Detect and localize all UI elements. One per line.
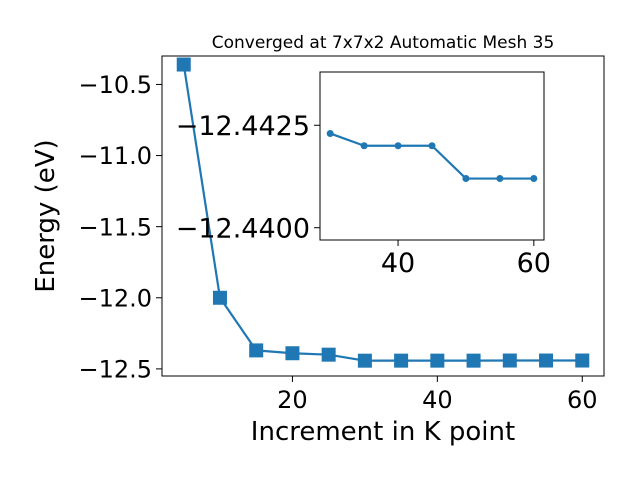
inset-data-point xyxy=(326,129,334,137)
inset-plot-frame xyxy=(319,71,545,241)
inset-data-point xyxy=(394,142,402,150)
inset-y-tick-label: −12.4400 xyxy=(176,213,310,244)
main-data-point xyxy=(394,353,409,368)
main-data-point xyxy=(357,353,372,368)
inset-data-point xyxy=(530,175,538,183)
inset-x-tick-label: 40 xyxy=(381,248,415,279)
main-y-tick-label: −10.5 xyxy=(78,71,152,99)
inset-data-point xyxy=(496,175,504,183)
inset-chart: 40 60 −12.4425 −12.4400 xyxy=(176,71,551,279)
inset-data-point xyxy=(462,175,470,183)
main-data-point xyxy=(502,353,517,368)
y-axis-label: Energy (eV) xyxy=(31,139,61,292)
main-data-point xyxy=(212,290,227,305)
main-data-point xyxy=(176,57,191,72)
main-x-tick-label: 60 xyxy=(567,386,598,414)
main-data-point xyxy=(575,353,590,368)
main-y-tick-label: −12.0 xyxy=(78,284,152,312)
main-y-tick-label: −11.5 xyxy=(78,213,152,241)
chart-title: Converged at 7x7x2 Automatic Mesh 35 xyxy=(212,33,555,53)
inset-series xyxy=(326,129,538,183)
inset-axis-ticks: 40 60 −12.4425 −12.4400 xyxy=(176,111,551,279)
inset-x-tick-label: 60 xyxy=(517,248,551,279)
main-data-point xyxy=(285,346,300,361)
main-plot-frame xyxy=(161,55,605,377)
main-series xyxy=(176,57,590,368)
x-axis-label: Increment in K point xyxy=(251,417,515,447)
main-axis-ticks: 20 40 60 −10.5 −11.0 −11.5 −12.0 −12.5 xyxy=(78,71,597,414)
main-data-point xyxy=(249,343,264,358)
main-data-point xyxy=(466,353,481,368)
main-y-tick-label: −11.0 xyxy=(78,142,152,170)
inset-data-point xyxy=(428,142,436,150)
inset-data-point xyxy=(360,142,368,150)
main-data-point xyxy=(430,353,445,368)
main-chart: 20 40 60 −10.5 −11.0 −11.5 −12.0 −12.5 Converge… xyxy=(31,33,605,447)
main-x-tick-label: 40 xyxy=(422,386,453,414)
main-y-tick-label: −12.5 xyxy=(78,356,152,384)
main-x-tick-label: 20 xyxy=(277,386,308,414)
main-data-point xyxy=(321,347,336,362)
inset-y-tick-label: −12.4425 xyxy=(176,111,310,142)
main-data-point xyxy=(539,353,554,368)
